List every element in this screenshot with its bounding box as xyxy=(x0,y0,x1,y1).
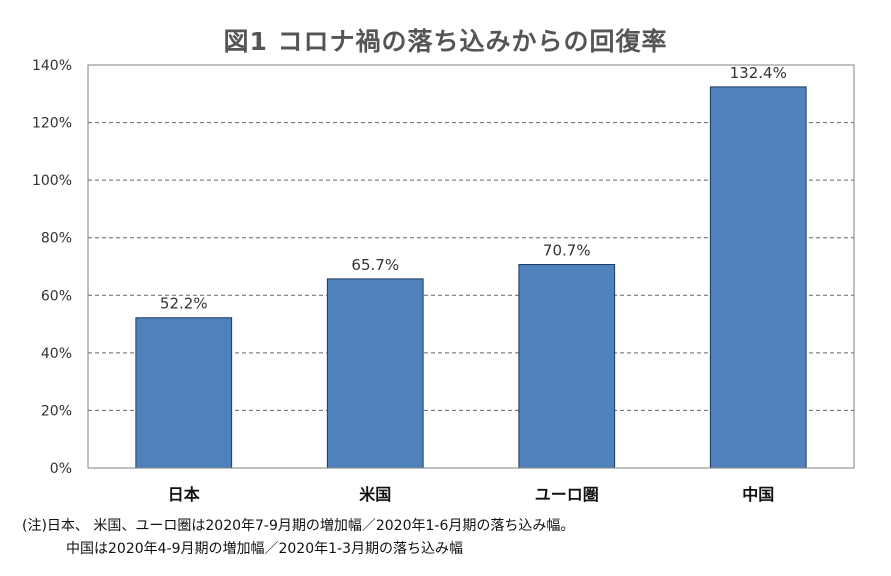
y-tick-label: 40% xyxy=(41,346,72,362)
x-tick-label: ユーロ圏 xyxy=(535,485,599,504)
y-tick-label: 80% xyxy=(41,231,72,247)
footnote-line-1: (注)日本、 米国、ユーロ圏は2020年7-9月期の増加幅／2020年1-6月期… xyxy=(22,518,575,534)
y-tick-label: 0% xyxy=(50,461,72,477)
data-labels: 52.2% 65.7% 70.7% 132.4% xyxy=(160,64,787,313)
x-tick-label: 中国 xyxy=(742,485,774,504)
data-label: 52.2% xyxy=(160,295,208,313)
bars xyxy=(135,86,807,469)
chart-title: 図1 コロナ禍の落ち込みからの回復率 xyxy=(223,27,668,56)
x-axis-tick-labels: 日本 米国 ユーロ圏 中国 xyxy=(168,485,775,504)
footnote-line-2: 中国は2020年4-9月期の増加幅／2020年1-3月期の落ち込み幅 xyxy=(66,541,463,557)
y-axis-tick-labels: 0% 20% 40% 60% 80% 100% 120% 140% xyxy=(32,58,72,477)
data-label: 132.4% xyxy=(730,64,787,82)
y-tick-label: 100% xyxy=(32,173,72,189)
y-tick-label: 60% xyxy=(41,288,72,304)
data-label: 65.7% xyxy=(351,256,399,274)
data-label: 70.7% xyxy=(543,241,591,259)
bar xyxy=(326,278,424,469)
y-tick-label: 140% xyxy=(32,58,72,74)
y-tick-label: 20% xyxy=(41,403,72,419)
bar xyxy=(709,86,807,469)
y-tick-label: 120% xyxy=(32,116,72,132)
bar xyxy=(518,263,616,469)
plot-area-frame xyxy=(87,64,855,469)
x-tick-label: 日本 xyxy=(168,485,200,504)
bar xyxy=(135,317,233,469)
x-tick-label: 米国 xyxy=(359,485,391,504)
